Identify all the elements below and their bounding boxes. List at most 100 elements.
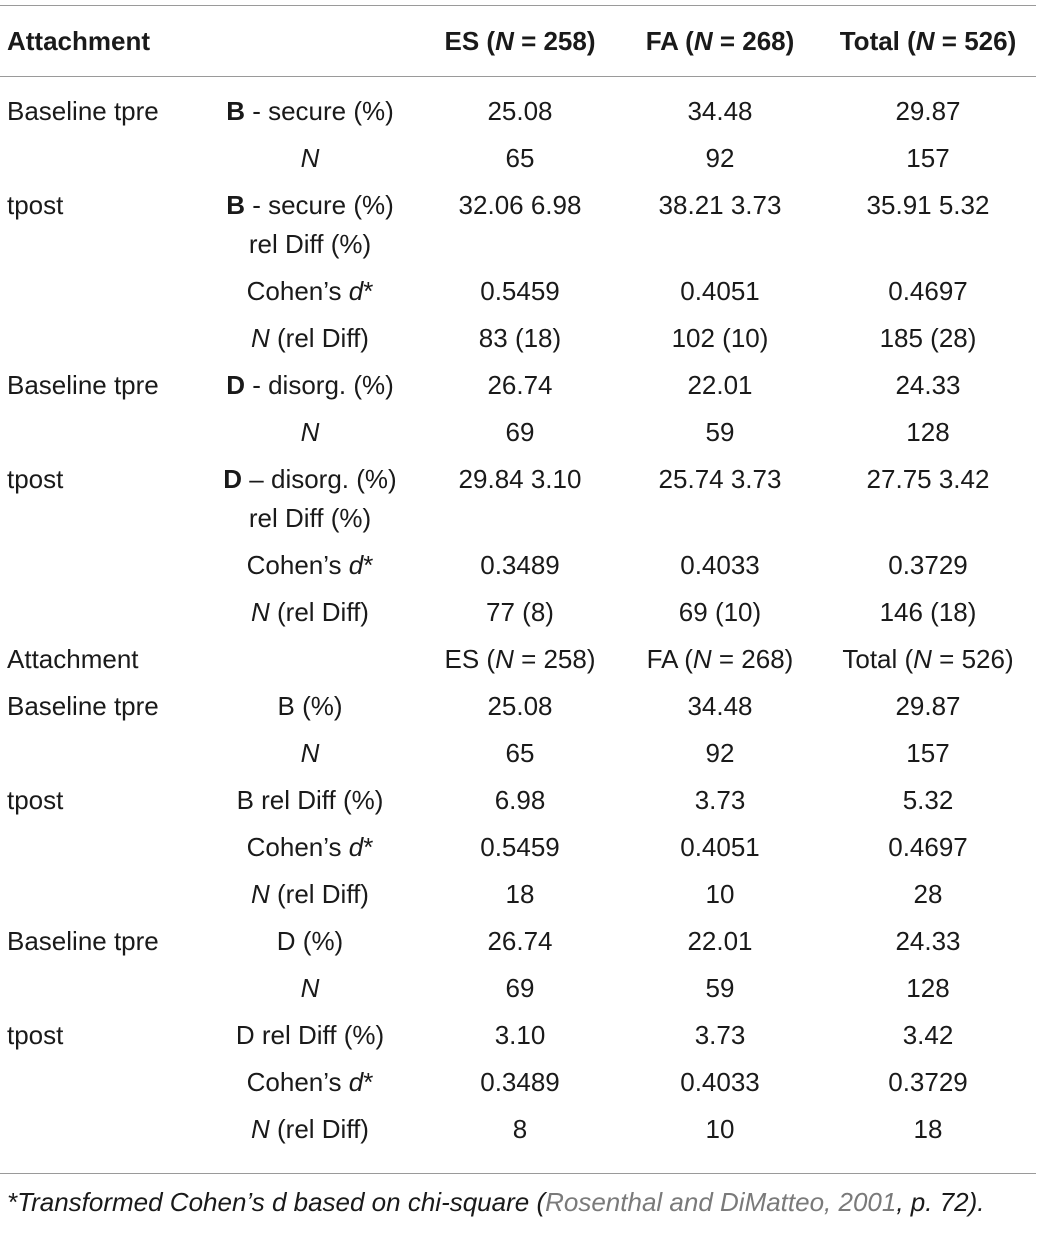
cell-total: 29.87 (895, 691, 961, 721)
cell-fa: 0.4033 (680, 550, 760, 580)
cell-total: 0.4697 (888, 276, 968, 306)
table-row: N (rel Diff) 8 10 18 (0, 1106, 1036, 1153)
subheader-attachment: Attachment (7, 644, 139, 674)
row-measure: D – disorg. (%) rel Diff (%) (223, 464, 397, 533)
cell-es: 0.5459 (480, 832, 560, 862)
cell-fa: 34.48 (687, 691, 753, 721)
subheader-total: Total (N = 526) (842, 644, 1014, 674)
cell-es: 8 (512, 1114, 528, 1144)
row-timepoint (0, 1106, 200, 1153)
cell-es: 83 (18) (478, 323, 562, 353)
table-row: Baseline tpre B (%) 25.08 34.48 29.87 (0, 683, 1036, 730)
cell-es: 25.08 (487, 96, 553, 126)
cell-total: 28 (913, 879, 943, 909)
cell-es: 0.3489 (480, 1067, 560, 1097)
cell-fa: 69 (10) (678, 597, 762, 627)
cell-fa: 10 (705, 879, 735, 909)
table-row: tpost B - secure (%) rel Diff (%) 32.06 6.9… (0, 182, 1036, 268)
row-timepoint: tpost (7, 190, 64, 220)
row-measure: B - secure (%) (226, 96, 394, 126)
row-timepoint: Baseline tpre (7, 926, 159, 956)
cell-fa: 34.48 (687, 96, 753, 126)
row-timepoint (0, 730, 200, 777)
row-measure: N (rel Diff) (251, 597, 369, 627)
subheader-es: ES (N = 258) (444, 644, 596, 674)
subheader-row: Attachment ES (N = 258) FA (N = 268) Total … (0, 636, 1036, 683)
cell-es: 32.06 6.98 (458, 190, 582, 220)
row-timepoint (0, 409, 200, 456)
row-measure: N (300, 738, 320, 768)
table-row: Cohen’s d* 0.3489 0.4033 0.3729 (0, 1059, 1036, 1106)
row-timepoint (0, 268, 200, 315)
cell-es: 6.98 (494, 785, 546, 815)
table-row: N (rel Diff) 18 10 28 (0, 871, 1036, 918)
row-measure: B rel Diff (%) (236, 785, 384, 815)
row-measure: N (300, 143, 320, 173)
cell-es: 29.84 3.10 (458, 464, 582, 494)
cell-total: 0.3729 (888, 550, 968, 580)
cell-total: 29.87 (895, 96, 961, 126)
table-row: N (rel Diff) 83 (18) 102 (10) 185 (28) (0, 315, 1036, 362)
cell-es: 69 (505, 417, 535, 447)
cell-fa: 22.01 (687, 926, 753, 956)
cell-total: 146 (18) (879, 597, 977, 627)
row-measure: N (300, 417, 320, 447)
cell-fa: 0.4051 (680, 276, 760, 306)
header-row: Attachment ES (N = 258) FA (N = 268) Tot… (0, 9, 1036, 79)
cell-fa: 10 (705, 1114, 735, 1144)
table-row: N (rel Diff) 77 (8) 69 (10) 146 (18) (0, 589, 1036, 636)
table-row: N 65 92 157 (0, 135, 1036, 182)
row-timepoint (0, 542, 200, 589)
cell-fa: 3.73 (694, 785, 746, 815)
cell-fa: 0.4033 (680, 1067, 760, 1097)
bottom-rule (0, 1173, 1036, 1174)
row-measure: D (%) (276, 926, 344, 956)
row-measure: N (rel Diff) (251, 879, 369, 909)
cell-es: 3.10 (494, 1020, 546, 1050)
cell-fa: 22.01 (687, 370, 753, 400)
header-fa: FA (N = 268) (645, 26, 795, 56)
footnote-citation-link[interactable]: Rosenthal and DiMatteo, 2001 (545, 1187, 897, 1217)
cell-es: 0.3489 (480, 550, 560, 580)
row-timepoint: tpost (7, 464, 64, 494)
cell-total: 0.4697 (888, 832, 968, 862)
table-body: Baseline tpre B - secure (%) 25.08 34.48 29.… (0, 79, 1036, 1153)
row-timepoint (0, 589, 200, 636)
header-rule (0, 76, 1036, 77)
table-row: Baseline tpre B - secure (%) 25.08 34.48 29.… (0, 79, 1036, 135)
attachment-results-table: Attachment ES (N = 258) FA (N = 268) Tot… (0, 9, 1036, 1153)
table-row: N 69 59 128 (0, 409, 1036, 456)
cell-total: 128 (906, 973, 950, 1003)
table-footnote: *Transformed Cohen’s d based on chi-squa… (7, 1183, 1031, 1222)
row-measure: N (rel Diff) (251, 1114, 369, 1144)
cell-total: 157 (906, 143, 950, 173)
cell-total: 185 (28) (879, 323, 977, 353)
table-row: Cohen’s d* 0.5459 0.4051 0.4697 (0, 268, 1036, 315)
table-row: Cohen’s d* 0.5459 0.4051 0.4697 (0, 824, 1036, 871)
cell-es: 65 (505, 143, 535, 173)
table-row: tpost B rel Diff (%) 6.98 3.73 5.32 (0, 777, 1036, 824)
table-row: tpost D rel Diff (%) 3.10 3.73 3.42 (0, 1012, 1036, 1059)
cell-total: 35.91 5.32 (866, 190, 990, 220)
cell-total: 27.75 3.42 (866, 464, 990, 494)
cell-es: 26.74 (487, 926, 553, 956)
cell-total: 0.3729 (888, 1067, 968, 1097)
row-timepoint: tpost (7, 785, 64, 815)
cell-fa: 92 (705, 738, 735, 768)
row-measure: N (300, 973, 320, 1003)
cell-es: 26.74 (487, 370, 553, 400)
row-timepoint (0, 1059, 200, 1106)
footnote-tail: , p. 72). (896, 1187, 985, 1217)
table-row: N 65 92 157 (0, 730, 1036, 777)
cell-es: 69 (505, 973, 535, 1003)
subheader-blank (200, 636, 420, 683)
row-timepoint (0, 871, 200, 918)
row-measure: B - secure (%) rel Diff (%) (226, 190, 394, 259)
cell-fa: 92 (705, 143, 735, 173)
cell-fa: 102 (10) (671, 323, 769, 353)
row-timepoint (0, 965, 200, 1012)
cell-fa: 25.74 3.73 (658, 464, 782, 494)
footnote-text: *Transformed Cohen’s d based on chi-squa… (7, 1187, 546, 1217)
cell-fa: 38.21 3.73 (658, 190, 782, 220)
cell-total: 128 (906, 417, 950, 447)
